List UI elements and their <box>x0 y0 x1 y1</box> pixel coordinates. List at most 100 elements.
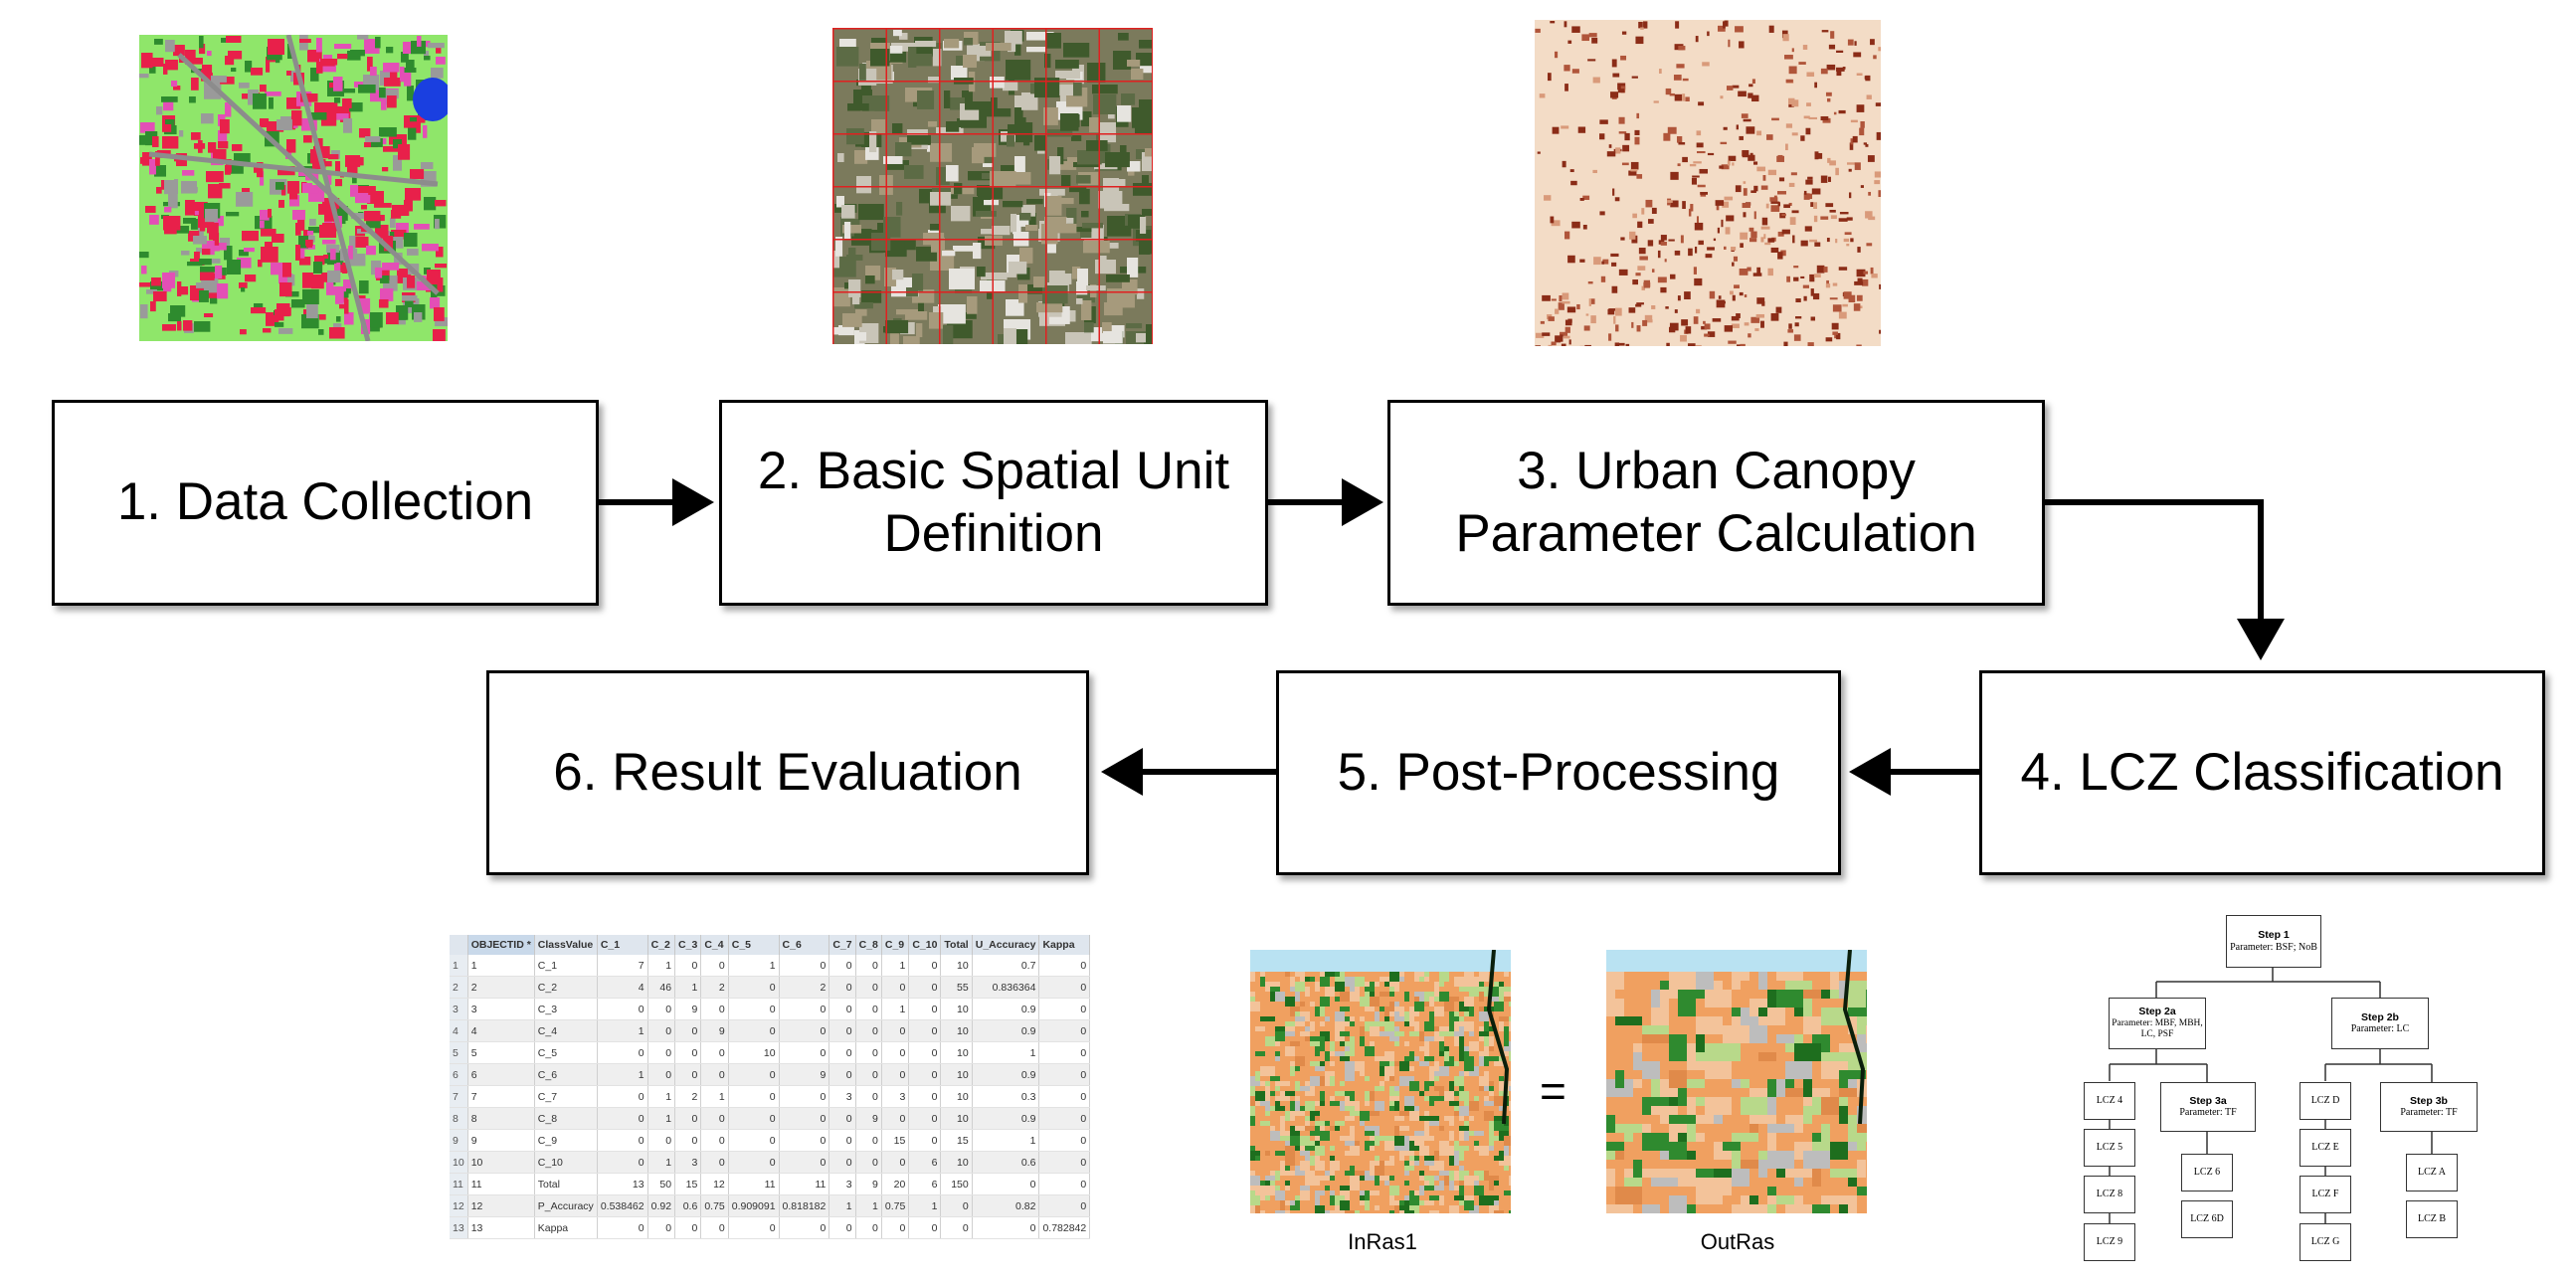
table-cell: 0 <box>700 1216 729 1239</box>
table-cell: 0.9 <box>972 1019 1040 1042</box>
table-header-cell: C_9 <box>881 935 910 955</box>
table-cell: 0 <box>1038 998 1091 1020</box>
table-cell: 11 <box>728 1173 780 1195</box>
table-header-cell: U_Accuracy <box>972 935 1040 955</box>
table-cell: 0 <box>908 1216 942 1239</box>
table-cell: 0 <box>779 955 830 977</box>
tree-leaf: LCZ 6D <box>2181 1200 2233 1238</box>
table-header-cell: C_7 <box>828 935 856 955</box>
tree-leaf: LCZ G <box>2300 1223 2351 1261</box>
table-cell: 9 <box>855 1107 882 1130</box>
table-cell: 0 <box>1038 1085 1091 1108</box>
table-cell: 0.75 <box>881 1194 910 1217</box>
table-cell: 7 <box>597 955 648 977</box>
table-cell: 15 <box>940 1129 973 1152</box>
table-cell: 0 <box>779 1019 830 1042</box>
table-cell: 0.9 <box>972 1063 1040 1086</box>
table-cell: 46 <box>647 976 676 999</box>
table-cell: 0 <box>674 955 702 977</box>
table-cell: 0 <box>779 1041 830 1064</box>
table-cell: 0 <box>674 1041 702 1064</box>
table-cell: 0 <box>647 1041 676 1064</box>
tree-leaf: LCZ E <box>2300 1129 2351 1167</box>
table-header-cell: ClassValue <box>534 935 598 955</box>
table-cell: 0.6 <box>674 1194 702 1217</box>
table-row: 9 9 C_9 0 0 0 0 0 0 0 0 15 0 15 1 0 <box>450 1129 1091 1152</box>
table-cell: 9 <box>700 1019 729 1042</box>
table-cell: 0 <box>728 1151 780 1174</box>
table-cell: 0 <box>828 1041 856 1064</box>
table-cell: 0 <box>908 976 942 999</box>
table-cell: Kappa <box>534 1216 598 1239</box>
table-cell: 0 <box>1038 1063 1091 1086</box>
input-raster-image <box>1250 950 1511 1213</box>
table-cell: 0 <box>940 1216 973 1239</box>
tree-leaf: LCZ B <box>2406 1200 2458 1238</box>
table-cell: 4 <box>450 1019 468 1042</box>
tree-step-3a: Step 3a Parameter: TF <box>2160 1082 2256 1132</box>
table-cell: 13 <box>467 1216 535 1239</box>
table-cell: 2 <box>779 976 830 999</box>
table-cell: 0 <box>908 1041 942 1064</box>
table-header-cell: C_2 <box>647 935 676 955</box>
table-cell: 0 <box>1038 1129 1091 1152</box>
table-cell: 10 <box>728 1041 780 1064</box>
table-cell: 0 <box>1038 1151 1091 1174</box>
table-row: 1 1 C_1 7 1 0 0 1 0 0 0 1 0 10 0.7 0 <box>450 955 1091 977</box>
table-row: 11 11 Total 13 50 15 12 11 11 3 9 20 6 150 0 0 <box>450 1173 1091 1195</box>
table-cell: 0 <box>828 976 856 999</box>
canopy-parameter-image <box>1535 20 1881 346</box>
table-cell: 6 <box>450 1063 468 1086</box>
table-cell: 0 <box>855 955 882 977</box>
table-header-cell: C_8 <box>855 935 882 955</box>
table-cell: 1 <box>467 955 535 977</box>
table-cell: 1 <box>647 1085 676 1108</box>
output-raster-caption: OutRas <box>1700 1229 1775 1254</box>
table-cell: 0 <box>674 1216 702 1239</box>
table-cell: 0 <box>881 1151 910 1174</box>
table-cell: 6 <box>908 1151 942 1174</box>
table-cell: 150 <box>940 1173 973 1195</box>
table-cell: 1 <box>881 998 910 1020</box>
table-cell: 0 <box>1038 1107 1091 1130</box>
table-cell: 10 <box>940 1107 973 1130</box>
table-cell: 1 <box>597 1063 648 1086</box>
table-cell: 1 <box>908 1194 942 1217</box>
table-cell: 0 <box>700 1041 729 1064</box>
tree-step-2b: Step 2b Parameter: LC <box>2331 998 2429 1049</box>
table-row: 3 3 C_3 0 0 9 0 0 0 0 0 1 0 10 0.9 0 <box>450 998 1091 1020</box>
table-cell: 11 <box>467 1173 535 1195</box>
tree-leaf: LCZ 5 <box>2084 1129 2135 1167</box>
table-cell: 10 <box>940 955 973 977</box>
table-cell: 0.75 <box>700 1194 729 1217</box>
table-cell: 10 <box>940 1063 973 1086</box>
table-cell: 0 <box>779 1107 830 1130</box>
table-cell: 7 <box>450 1085 468 1108</box>
table-cell: 0 <box>855 1041 882 1064</box>
tree-step-1: Step 1 Parameter: BSF; NoB <box>2226 915 2321 968</box>
table-cell: 0 <box>855 1151 882 1174</box>
table-cell: 2 <box>467 976 535 999</box>
tree-leaf: LCZ A <box>2406 1154 2458 1191</box>
table-cell: 0 <box>647 1019 676 1042</box>
table-cell: 0 <box>1038 1019 1091 1042</box>
table-cell: 1 <box>828 1194 856 1217</box>
table-cell: 0 <box>597 1216 648 1239</box>
table-cell: 0 <box>881 1041 910 1064</box>
table-cell: 1 <box>881 955 910 977</box>
table-cell: 3 <box>828 1085 856 1108</box>
table-cell: 1 <box>597 1019 648 1042</box>
table-cell: 0 <box>674 1129 702 1152</box>
table-cell: 0 <box>855 1216 882 1239</box>
table-cell: C_2 <box>534 976 598 999</box>
table-cell: 1 <box>972 1041 1040 1064</box>
table-cell: 0 <box>728 1129 780 1152</box>
table-cell: 0 <box>779 1129 830 1152</box>
table-cell: 0 <box>1038 955 1091 977</box>
table-cell: 0 <box>700 1063 729 1086</box>
table-cell: 0 <box>597 1107 648 1130</box>
table-cell: 0.836364 <box>972 976 1040 999</box>
table-cell: 0.538462 <box>597 1194 648 1217</box>
table-cell: 8 <box>450 1107 468 1130</box>
table-cell: 1 <box>728 955 780 977</box>
